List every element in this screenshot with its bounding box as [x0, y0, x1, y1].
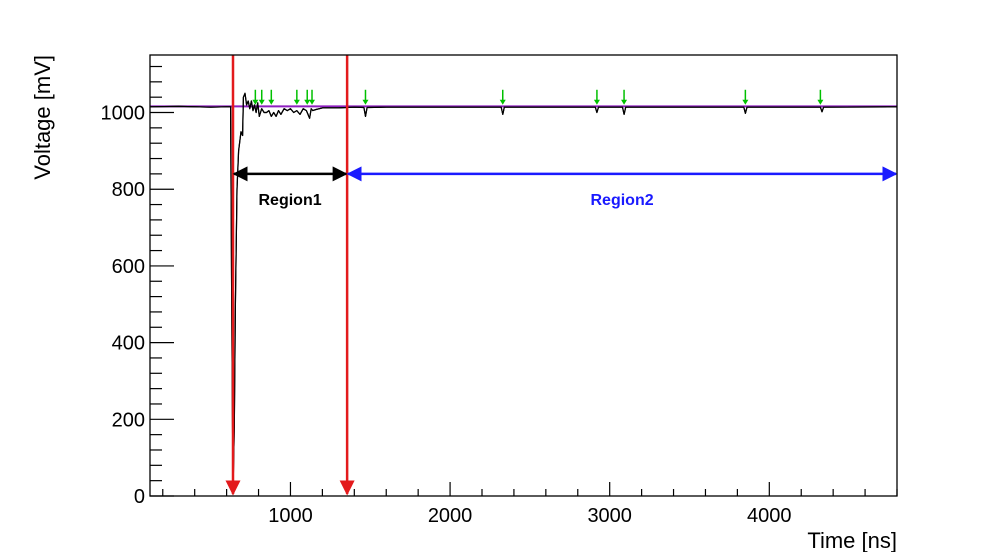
- peak-marker-head: [268, 99, 275, 105]
- y-tick-label: 200: [112, 409, 145, 431]
- x-tick-label: 2000: [428, 505, 473, 527]
- plot-frame: [149, 54, 898, 497]
- peak-marker-head: [362, 99, 369, 105]
- x-tick-label: 1000: [268, 505, 313, 527]
- series-layer: [149, 92, 898, 495]
- peak-marker: [304, 89, 311, 105]
- series-line: [149, 92, 898, 495]
- peak-marker-head: [742, 99, 749, 105]
- region-label: Region1: [259, 192, 322, 209]
- y-axis-title: Voltage [mV]: [30, 55, 55, 180]
- x-axis-title: Time [ns]: [807, 528, 897, 552]
- peak-marker: [252, 89, 259, 105]
- x-tick-label: 3000: [587, 505, 632, 527]
- peak-marker: [593, 89, 600, 105]
- peak-marker: [621, 89, 628, 105]
- peak-marker: [258, 89, 265, 105]
- peak-marker-head: [304, 99, 311, 105]
- peak-marker-head: [621, 99, 628, 105]
- peak-marker-head: [499, 99, 506, 105]
- peak-marker-head: [293, 99, 300, 105]
- y-tick-label: 400: [112, 333, 145, 355]
- peak-marker: [742, 89, 749, 105]
- peak-marker-head: [817, 99, 824, 105]
- peak-marker: [309, 89, 316, 105]
- x-tick-label: 4000: [747, 505, 792, 527]
- series-line: [149, 92, 898, 495]
- regions-layer: Region1 Region2: [232, 166, 898, 209]
- y-tick-label: 800: [112, 179, 145, 201]
- peak-marker: [817, 89, 824, 105]
- peak-marker: [293, 89, 300, 105]
- x-axis-ticks: 1000 2000 3000 4000: [162, 482, 898, 527]
- y-tick-label: 600: [112, 256, 145, 278]
- vlines-layer: [225, 55, 355, 496]
- y-axis-ticks: 0 200 400 600 800 1000: [101, 65, 174, 508]
- peak-marker-head: [252, 99, 259, 105]
- markers-layer: [252, 89, 824, 105]
- peak-marker-head: [593, 99, 600, 105]
- region-label: Region2: [591, 192, 654, 209]
- y-tick-label: 0: [134, 486, 145, 508]
- peak-marker: [499, 89, 506, 105]
- peak-marker-head: [309, 99, 316, 105]
- peak-marker-head: [258, 99, 265, 105]
- peak-marker: [268, 89, 275, 105]
- peak-marker: [362, 89, 369, 105]
- y-tick-label: 1000: [101, 103, 146, 125]
